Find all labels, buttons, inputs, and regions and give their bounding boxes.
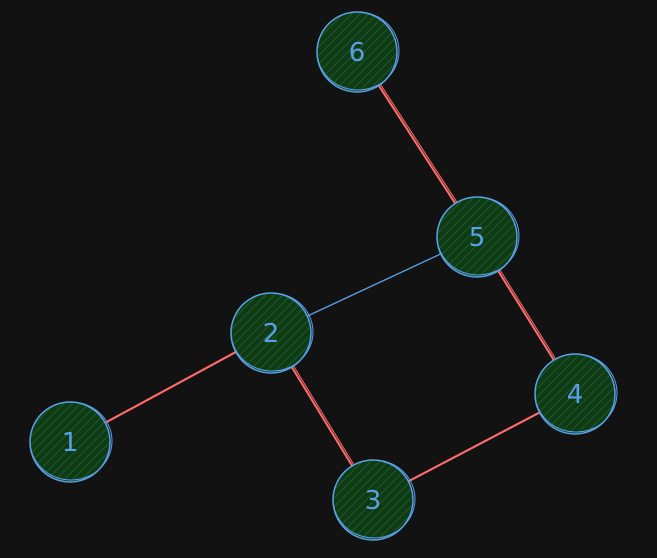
node-label: 4 xyxy=(567,380,584,410)
node-3: 3 xyxy=(332,459,416,541)
node-1: 1 xyxy=(29,401,113,483)
nodes-layer: 1 2 3 4 5 6 xyxy=(29,11,618,541)
node-circle-sketch xyxy=(332,459,416,539)
node-label: 6 xyxy=(349,38,366,68)
node-label: 1 xyxy=(62,428,79,458)
node-circle-sketch xyxy=(29,401,113,481)
node-2: 2 xyxy=(230,292,314,374)
node-circle-sketch xyxy=(436,196,520,276)
node-circle-sketch xyxy=(534,353,618,433)
node-circle-sketch xyxy=(230,292,314,372)
node-circle-sketch xyxy=(316,11,400,91)
node-5: 5 xyxy=(436,196,520,278)
node-label: 5 xyxy=(469,223,486,253)
node-label: 3 xyxy=(365,486,382,516)
node-6: 6 xyxy=(316,11,400,93)
node-label: 2 xyxy=(263,319,280,349)
node-4: 4 xyxy=(534,353,618,435)
